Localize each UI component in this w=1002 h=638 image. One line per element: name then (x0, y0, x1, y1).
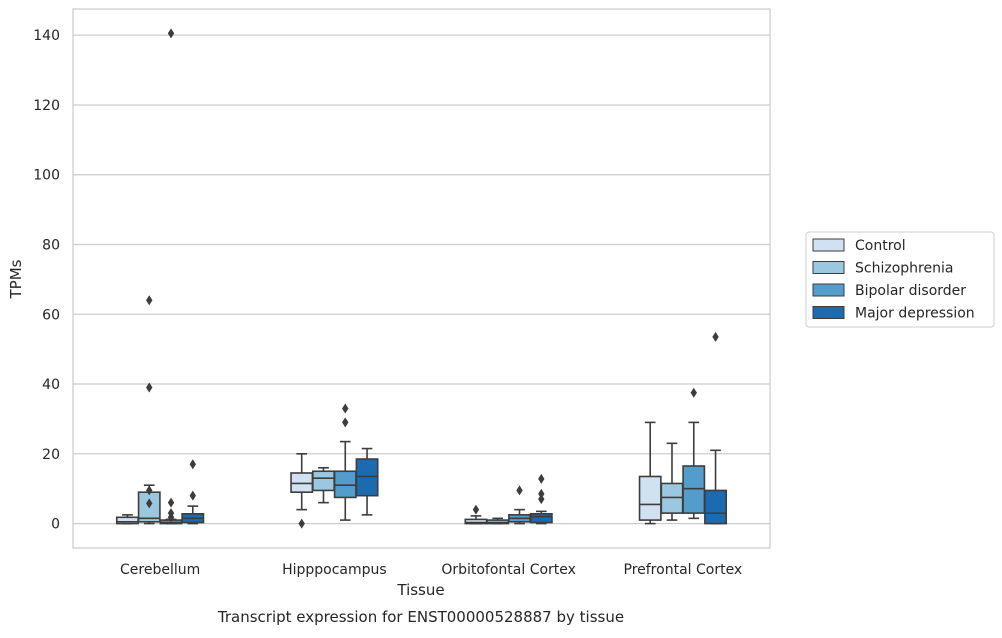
outlier-point (146, 498, 153, 509)
outlier-point (167, 512, 175, 523)
outlier-point (189, 490, 196, 501)
legend-frame (805, 231, 995, 328)
box (290, 472, 314, 493)
legend-swatch (812, 238, 845, 252)
legend-swatch (812, 261, 845, 274)
box-group (464, 504, 488, 525)
box (704, 489, 728, 525)
y-tick-label: 20 (42, 447, 60, 463)
outlier-point (690, 387, 697, 398)
outlier-point (146, 485, 153, 496)
y-tick-label: 60 (42, 307, 60, 323)
box-group (181, 459, 205, 525)
outlier-point (146, 382, 153, 393)
box (312, 470, 335, 492)
box (355, 458, 379, 497)
outlier-point (472, 504, 480, 515)
outlier-point (516, 485, 523, 496)
outlier-point (167, 28, 175, 39)
y-tick-label: 100 (33, 168, 60, 184)
y-axis-label: TPMs (7, 259, 25, 299)
box (682, 465, 706, 514)
outlier-point (146, 295, 153, 306)
plot-area (73, 9, 770, 548)
outlier-point (342, 403, 349, 414)
box-group (159, 28, 183, 525)
box (529, 513, 553, 524)
x-tick-label: Prefrontal Cortex (624, 562, 743, 578)
box (333, 470, 357, 499)
x-tick-label: Cerebellum (120, 562, 200, 578)
outlier-point (538, 494, 545, 505)
box-group (529, 473, 553, 525)
legend-swatch (812, 283, 845, 297)
box-group (660, 442, 684, 521)
box (115, 516, 139, 525)
box-group (290, 453, 314, 529)
legend-label: Bipolar disorder (855, 283, 966, 299)
box-group (137, 295, 161, 525)
outlier-point (538, 488, 545, 499)
y-tick-label: 0 (51, 517, 60, 533)
plot-frame (72, 8, 771, 549)
box (638, 475, 662, 521)
box-group (333, 403, 357, 521)
x-axis-label: Tissue (396, 581, 444, 599)
box-group (312, 466, 335, 504)
box-group (682, 387, 706, 520)
x-tick-label: Hipppocampus (282, 562, 387, 578)
box (660, 482, 684, 514)
legend-label: Control (855, 238, 906, 254)
chart-caption: Transcript expression for ENST0000052888… (217, 608, 624, 626)
legend-swatch (812, 306, 845, 319)
outlier-point (298, 518, 305, 529)
y-tick-label: 80 (42, 237, 60, 253)
outlier-point (538, 473, 545, 484)
outlier-point (342, 417, 349, 428)
y-tick-label: 120 (33, 98, 60, 114)
y-tick-label: 40 (42, 377, 60, 393)
outlier-point (167, 497, 175, 508)
x-tick-label: Orbitofontal Cortex (441, 562, 576, 578)
y-tick-label: 140 (33, 28, 60, 44)
box-group (355, 447, 379, 516)
box-group (704, 331, 728, 525)
legend-label: Major depression (855, 306, 975, 322)
outlier-point (712, 331, 719, 342)
outlier-point (189, 459, 196, 470)
legend-label: Schizophrenia (855, 261, 953, 277)
legend: Control Schizophrenia Bipolar disorder Majo… (805, 231, 995, 328)
box-group (638, 421, 662, 525)
